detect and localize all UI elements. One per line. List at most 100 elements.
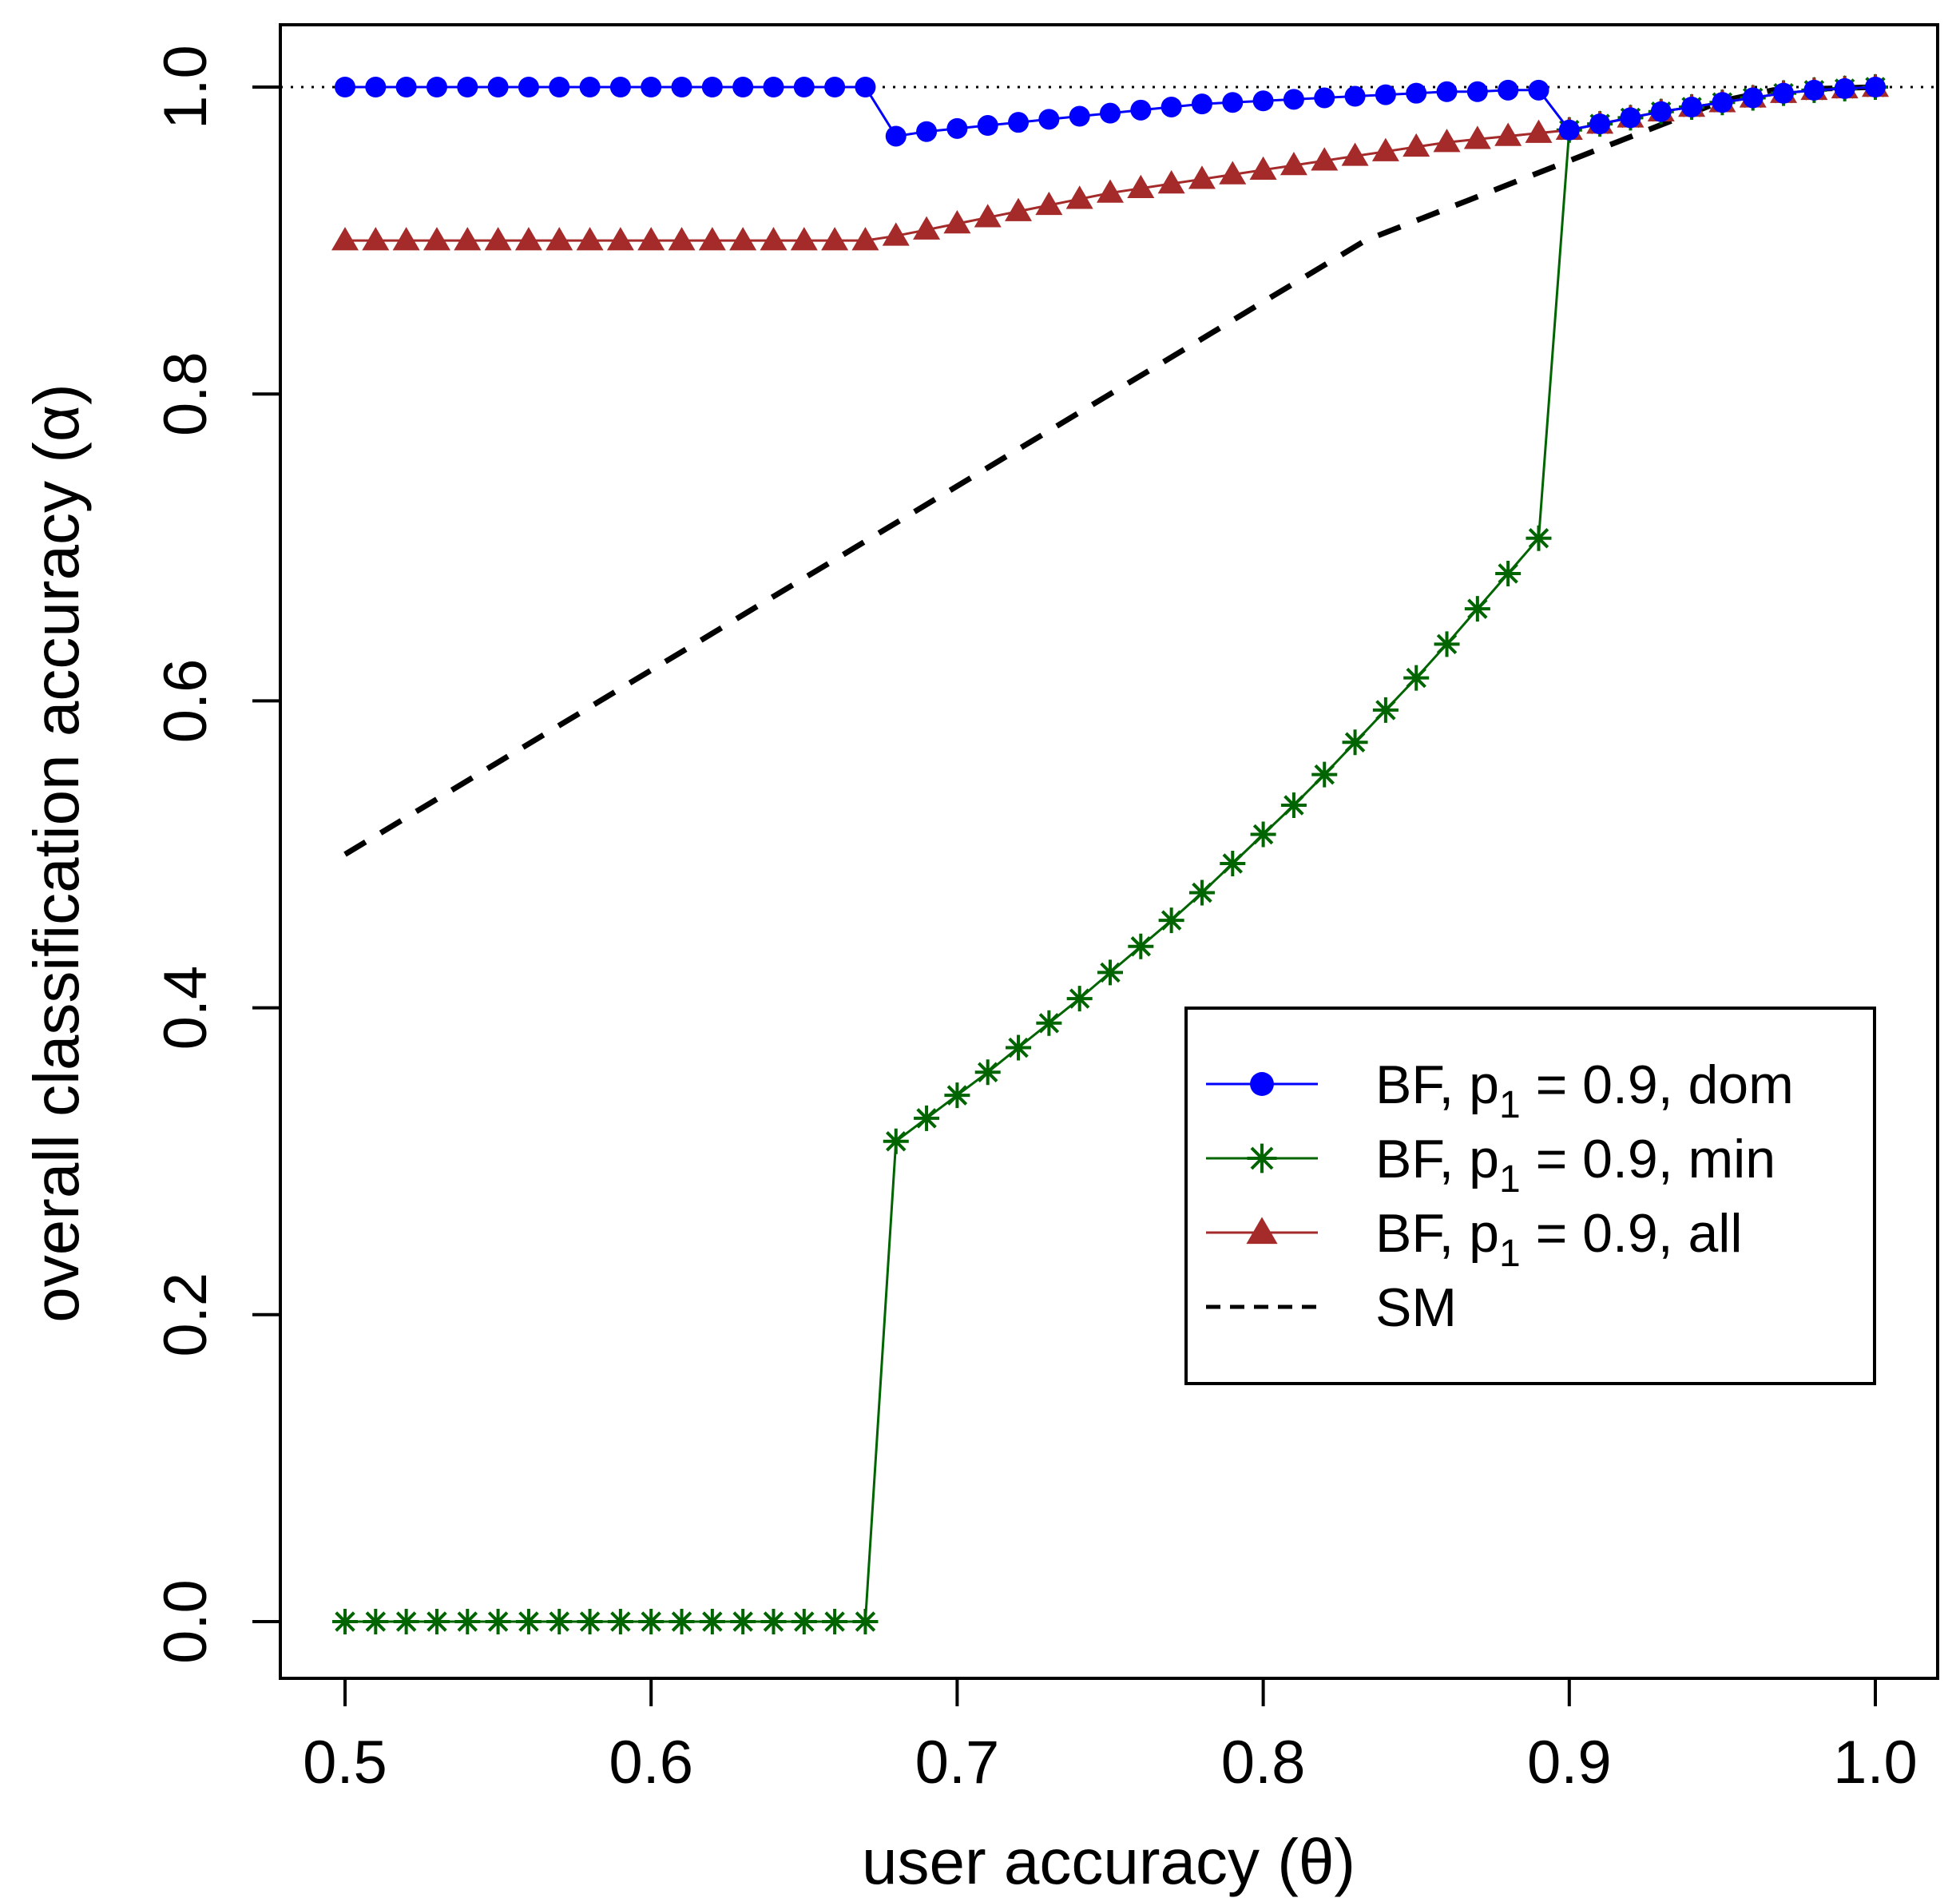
data-point-all: [1035, 191, 1063, 216]
data-point-min: [1220, 851, 1246, 877]
data-point-dom: [549, 77, 570, 97]
data-point-all: [423, 227, 450, 251]
data-point-min: [730, 1609, 756, 1634]
data-point-dom: [1803, 79, 1825, 101]
data-point-min: [393, 1609, 419, 1634]
data-point-dom: [916, 121, 938, 142]
series-line-SM: [343, 84, 1876, 857]
data-point-dom: [1252, 90, 1274, 112]
y-axis: 0.0 0.2 0.4 0.6 0.8 1.0: [152, 45, 282, 1664]
data-point-all: [790, 227, 818, 251]
data-point-dom: [1130, 99, 1152, 121]
data-point-dom: [1558, 119, 1580, 141]
data-point-all: [637, 227, 665, 251]
data-point-all: [913, 216, 941, 240]
data-point-all: [1494, 122, 1522, 146]
legend-label-SM: SM: [1375, 1277, 1457, 1338]
data-point-all: [943, 209, 971, 234]
data-point-all: [454, 227, 482, 251]
data-point-all: [392, 227, 420, 251]
x-axis: 0.5 0.6 0.7 0.8 0.9 1.0: [303, 1677, 1918, 1797]
x-tick-label: 0.8: [1221, 1729, 1306, 1797]
data-point-min: [914, 1105, 940, 1131]
x-tick-label: 0.7: [915, 1729, 1000, 1797]
data-point-min: [974, 1059, 1001, 1086]
series-all: [331, 73, 1889, 251]
legend-label-suffix: = 0.9, min: [1521, 1129, 1776, 1189]
data-point-min: [485, 1609, 511, 1634]
data-point-dom: [1038, 109, 1060, 130]
data-point-all: [851, 227, 879, 251]
x-tick-label: 0.5: [303, 1729, 387, 1797]
data-point-dom: [701, 77, 723, 97]
data-point-min: [1311, 761, 1338, 788]
data-point-min: [1403, 665, 1430, 691]
data-point-all: [698, 227, 726, 251]
series-layer: [331, 73, 1889, 1634]
y-tick-label: 0.6: [152, 659, 220, 744]
x-axis-label: user accuracy (θ): [862, 1826, 1355, 1897]
data-point-dom: [457, 77, 478, 97]
legend-label-suffix: = 0.9, all: [1521, 1203, 1743, 1264]
data-point-all: [1341, 142, 1369, 166]
data-point-min: [577, 1609, 603, 1634]
data-point-min: [1036, 1010, 1062, 1036]
legend-marker-dom: [1250, 1072, 1274, 1096]
data-point-min: [423, 1609, 450, 1634]
legend-label-prefix: SM: [1375, 1277, 1457, 1338]
data-point-dom: [426, 77, 447, 97]
data-point-all: [331, 227, 359, 251]
data-point-dom: [1375, 84, 1396, 105]
data-point-dom: [977, 115, 998, 137]
data-point-min: [1372, 697, 1399, 723]
data-point-min: [699, 1609, 725, 1634]
legend-label-prefix: BF, p: [1375, 1054, 1499, 1115]
data-point-all: [1219, 161, 1247, 185]
y-tick-label: 0.8: [152, 351, 220, 436]
data-point-min: [760, 1609, 787, 1634]
data-point-min: [515, 1609, 542, 1634]
data-point-dom: [1498, 79, 1519, 101]
data-point-all: [1005, 197, 1033, 221]
data-point-dom: [1222, 92, 1244, 113]
data-point-dom: [395, 77, 417, 97]
data-point-all: [1127, 174, 1155, 199]
data-point-min: [1342, 729, 1368, 756]
data-point-min: [363, 1609, 389, 1634]
data-point-all: [1371, 137, 1399, 161]
data-point-dom: [885, 125, 907, 147]
data-point-all: [821, 227, 849, 251]
data-point-all: [606, 227, 634, 251]
data-point-dom: [641, 77, 662, 97]
data-point-min: [1434, 631, 1460, 657]
data-point-all: [576, 227, 604, 251]
data-point-dom: [1742, 87, 1764, 109]
data-point-dom: [1773, 82, 1795, 104]
plot-frame: [279, 23, 1939, 1680]
data-point-all: [729, 227, 757, 251]
data-point-min: [1006, 1034, 1032, 1061]
data-point-dom: [855, 77, 876, 97]
series-line-min: [345, 85, 1876, 1623]
data-point-min: [1188, 880, 1215, 906]
data-point-dom: [1344, 85, 1366, 107]
data-point-all: [1249, 156, 1277, 180]
legend-label-prefix: BF, p: [1375, 1203, 1499, 1264]
data-point-dom: [1650, 101, 1672, 122]
data-point-all: [362, 227, 390, 251]
data-point-dom: [1069, 105, 1090, 127]
data-point-all: [1463, 125, 1491, 149]
data-point-dom: [1314, 87, 1335, 109]
data-point-all: [1525, 119, 1553, 143]
data-point-min: [852, 1609, 879, 1634]
data-point-min: [638, 1609, 665, 1634]
data-point-dom: [1834, 77, 1855, 99]
data-point-min: [454, 1609, 481, 1634]
data-point-min: [1464, 596, 1490, 622]
data-point-dom: [1191, 93, 1212, 115]
data-point-min: [822, 1609, 848, 1634]
data-point-min: [607, 1609, 633, 1634]
series-dom: [335, 77, 1886, 147]
data-point-min: [1495, 560, 1522, 586]
